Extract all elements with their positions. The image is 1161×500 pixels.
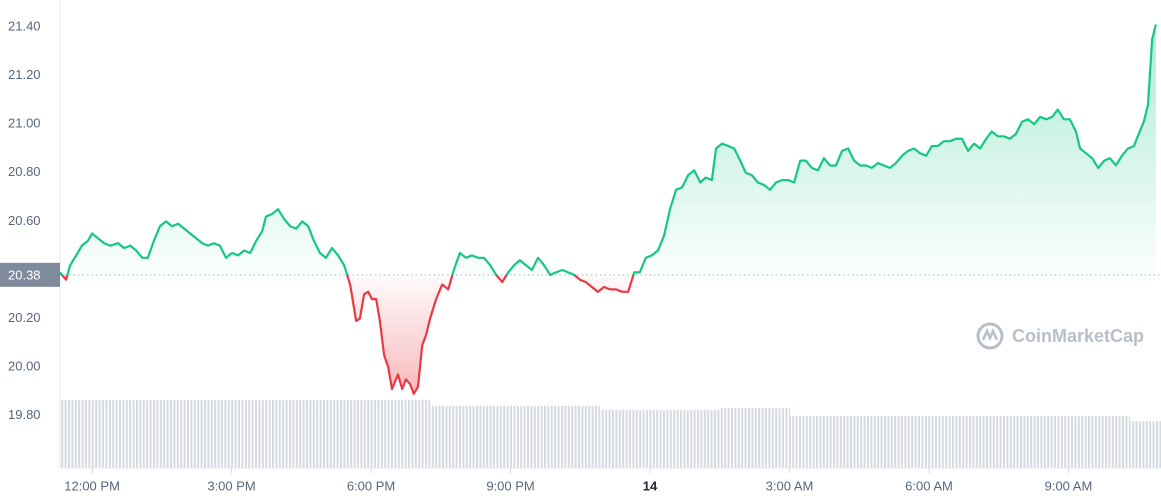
volume-bar <box>720 408 790 468</box>
baseline-label-box <box>0 262 60 287</box>
x-tick-label: 14 <box>643 478 658 493</box>
watermark: CoinMarketCap <box>976 322 1144 350</box>
volume-bar <box>1129 421 1161 468</box>
volume-bar <box>599 409 721 468</box>
y-tick-label: 20.60 <box>8 213 41 228</box>
price-line <box>59 24 1157 395</box>
baseline-label: 20.38 <box>8 267 41 282</box>
x-tick-label: 6:00 AM <box>905 478 953 493</box>
x-tick-label: 9:00 AM <box>1045 478 1093 493</box>
watermark-text: CoinMarketCap <box>1012 326 1144 346</box>
y-tick-label: 20.00 <box>8 359 41 374</box>
x-tick-label: 12:00 PM <box>64 478 120 493</box>
x-tick-label: 6:00 PM <box>347 478 395 493</box>
price-area <box>60 24 1156 394</box>
y-tick-label: 21.40 <box>8 18 41 33</box>
x-tick-label: 9:00 PM <box>486 478 534 493</box>
y-tick-label: 20.20 <box>8 310 41 325</box>
y-tick-label: 19.80 <box>8 407 41 422</box>
x-tick-label: 3:00 PM <box>207 478 255 493</box>
x-tick-label: 3:00 AM <box>766 478 814 493</box>
volume-bar <box>789 416 1130 468</box>
y-tick-label: 20.80 <box>8 164 41 179</box>
volume-bar <box>430 405 600 468</box>
volume-bar <box>60 400 431 468</box>
y-tick-label: 21.20 <box>8 67 41 82</box>
y-tick-label: 21.00 <box>8 116 41 131</box>
